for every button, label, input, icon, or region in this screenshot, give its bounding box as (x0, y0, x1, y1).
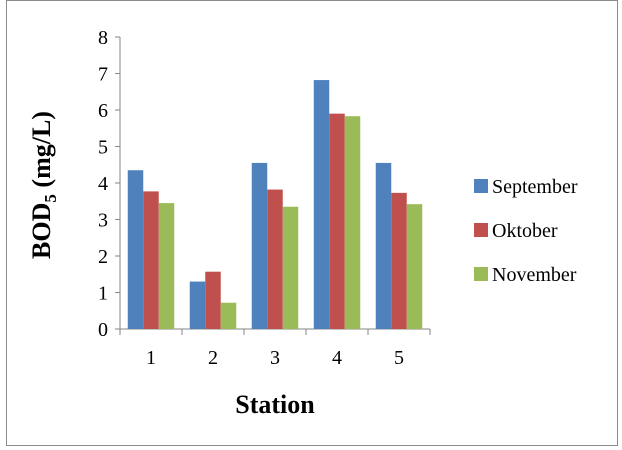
bar-november-station-3 (282, 206, 299, 329)
bar-september-station-3 (251, 162, 268, 329)
y-axis-title-subscript: 5 (41, 194, 60, 203)
y-tick-label: 1 (98, 283, 108, 305)
legend-label-november: November (492, 264, 577, 286)
y-tick-label: 4 (98, 173, 108, 195)
legend-swatch-oktober (474, 223, 488, 237)
bar-september-station-4 (313, 80, 330, 329)
bar-oktober-station-2 (205, 271, 221, 329)
legend-label-september: September (492, 176, 578, 198)
bar-oktober-station-3 (267, 189, 283, 329)
legend: September Oktober November (474, 176, 578, 286)
bar-september-station-2 (189, 281, 206, 329)
x-axis-title: Station (235, 390, 315, 419)
x-tick-label: 2 (208, 347, 218, 369)
y-tick-label: 2 (98, 246, 108, 268)
x-tick-label: 3 (270, 347, 280, 369)
y-tick-label: 3 (98, 210, 108, 232)
x-ticks: 1 2 3 4 5 (119, 329, 431, 369)
bars (127, 80, 423, 330)
legend-label-oktober: Oktober (492, 220, 558, 242)
bar-september-station-5 (375, 162, 392, 329)
y-axis-title-main: BOD (27, 203, 56, 259)
bar-november-station-4 (344, 116, 361, 329)
y-tick-label: 0 (98, 319, 108, 341)
bar-oktober-station-4 (329, 113, 345, 330)
bar-november-station-1 (158, 203, 175, 329)
x-tick-label: 5 (394, 347, 404, 369)
x-tick-label: 4 (332, 347, 342, 369)
bar-november-station-5 (406, 204, 423, 329)
bar-november-station-2 (220, 302, 237, 329)
y-tick-label: 5 (98, 137, 108, 159)
svg-text:BOD5 (mg/L): BOD5 (mg/L) (27, 111, 60, 259)
y-tick-label: 7 (98, 64, 108, 86)
y-axis-title-unit: (mg/L) (27, 111, 56, 194)
y-ticks: 0 1 2 3 4 5 6 7 8 (98, 27, 120, 341)
x-tick-label: 1 (146, 347, 156, 369)
bar-oktober-station-1 (143, 191, 159, 329)
bar-oktober-station-5 (391, 192, 407, 329)
legend-swatch-november (474, 267, 488, 281)
bar-september-station-1 (127, 170, 144, 329)
y-tick-label: 8 (98, 27, 108, 49)
legend-swatch-september (474, 179, 488, 193)
y-tick-label: 6 (98, 100, 108, 122)
chart-frame (6, 0, 618, 446)
y-axis-title: BOD5 (mg/L) (27, 111, 60, 259)
